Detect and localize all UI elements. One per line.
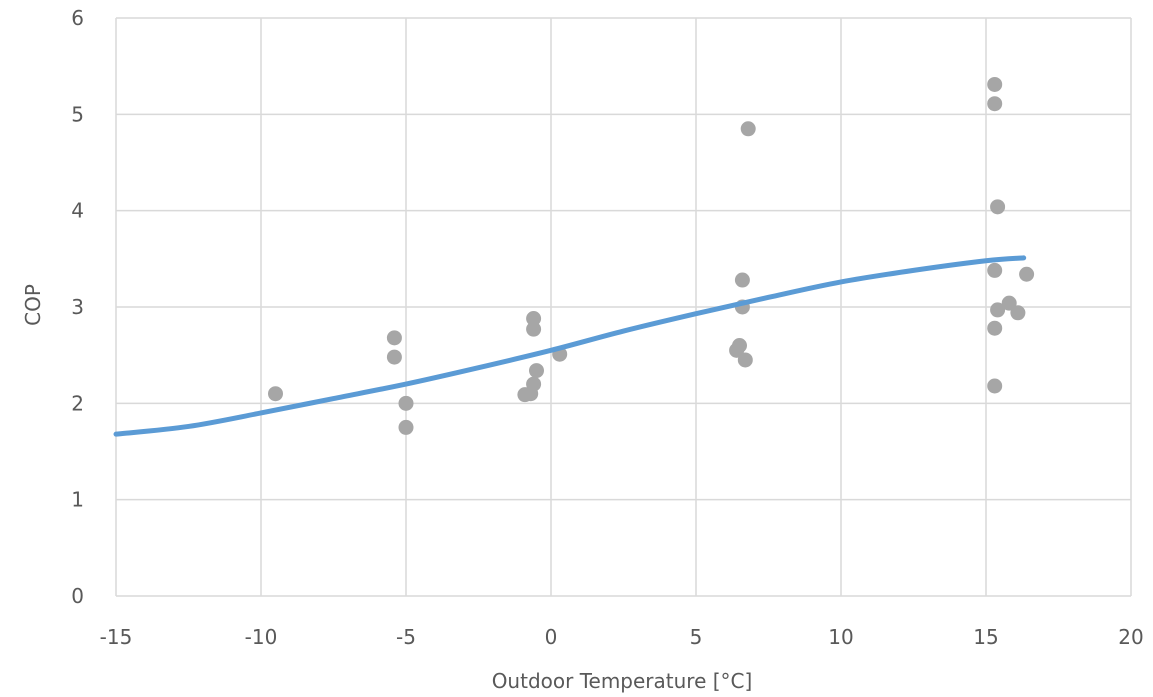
y-tick-label: 1 [71, 488, 84, 512]
plot-series [113, 76, 1035, 437]
data-point [987, 320, 1003, 336]
data-point [987, 76, 1003, 92]
y-tick-label: 0 [71, 584, 84, 608]
data-point [526, 321, 542, 337]
x-tick-label: -5 [396, 625, 416, 649]
data-point [1019, 266, 1035, 282]
data-point [729, 342, 745, 358]
data-point [987, 378, 1003, 394]
x-tick-label: 5 [690, 625, 703, 649]
x-tick-label: -15 [100, 625, 133, 649]
trend-line [113, 255, 1027, 437]
x-tick-label: 10 [828, 625, 853, 649]
y-axis-title: COP [21, 284, 45, 326]
tick-labels: -15 -10 -5 0 5 10 15 20 0 1 2 3 4 5 6 [71, 6, 1143, 649]
y-tick-label: 3 [71, 295, 84, 319]
data-point [990, 302, 1006, 318]
x-tick-label: 0 [545, 625, 558, 649]
data-point [526, 311, 542, 327]
x-tick-label: -10 [245, 625, 278, 649]
y-tick-label: 6 [71, 6, 84, 30]
y-tick-label: 2 [71, 391, 84, 415]
data-point [386, 330, 402, 346]
data-point [529, 363, 544, 379]
data-point [734, 272, 750, 288]
data-point [987, 262, 1003, 278]
y-tick-label: 4 [71, 199, 84, 223]
data-point [1010, 305, 1026, 321]
x-tick-label: 20 [1118, 625, 1143, 649]
data-point [268, 386, 283, 402]
y-tick-label: 5 [71, 102, 84, 126]
x-axis-title: Outdoor Temperature [°C] [492, 669, 753, 693]
data-point [1001, 295, 1017, 311]
data-point [386, 349, 402, 365]
data-point [740, 121, 756, 137]
data-point [398, 395, 414, 411]
data-point [398, 419, 414, 435]
data-point [517, 387, 533, 403]
data-point [987, 96, 1003, 112]
data-point [737, 352, 753, 368]
data-point [990, 199, 1006, 215]
x-tick-label: 15 [973, 625, 998, 649]
grid [115, 17, 1132, 597]
